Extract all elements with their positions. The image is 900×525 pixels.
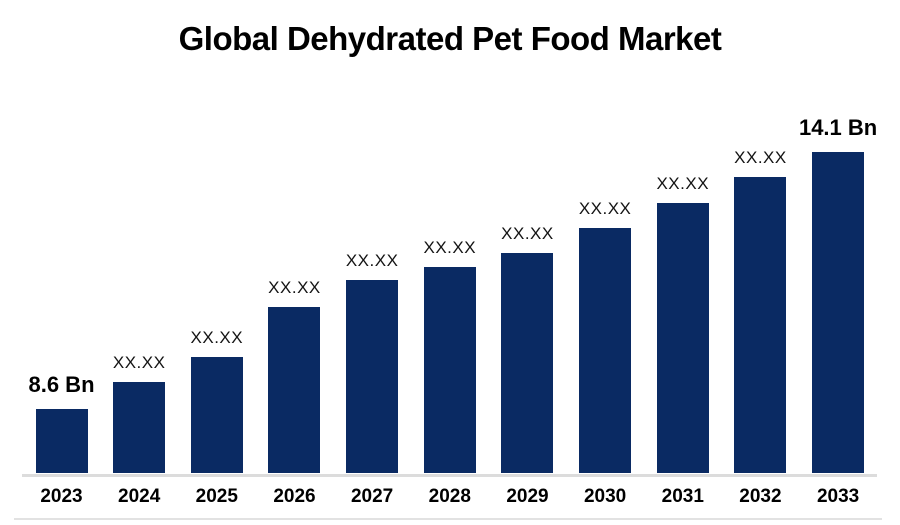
bar-value-label-2026: XX.XX — [268, 278, 321, 297]
bar-2025 — [190, 357, 243, 473]
bar-2028 — [423, 267, 476, 473]
x-tick-label-2026: 2026 — [273, 486, 316, 507]
bar-2030 — [579, 228, 632, 473]
bar-value-label-2030: XX.XX — [578, 199, 632, 218]
x-tick-label-2023: 2023 — [40, 486, 83, 507]
bar-2033 — [812, 152, 865, 473]
x-tick-label-2027: 2027 — [350, 486, 394, 507]
bar-value-label-2023: 8.6 Bn — [28, 372, 95, 397]
bar-value-label-2033: 14.1 Bn — [798, 115, 878, 140]
x-tick-label-2024: 2024 — [118, 486, 161, 507]
x-tick-label-2032: 2032 — [739, 486, 782, 507]
bar-value-label-2032: XX.XX — [734, 148, 787, 167]
x-tick-label-2031: 2031 — [661, 486, 704, 507]
x-tick-label-2029: 2029 — [506, 486, 549, 507]
bar-2029 — [501, 253, 554, 473]
bar-value-label-2031: XX.XX — [656, 174, 710, 193]
bar-2024 — [113, 382, 166, 473]
bar-value-label-2025: XX.XX — [190, 328, 244, 347]
bar-2023 — [35, 409, 88, 473]
chart-title: Global Dehydrated Pet Food Market — [178, 20, 722, 57]
bar-value-label-2029: XX.XX — [501, 224, 554, 243]
bar-value-label-2028: XX.XX — [423, 238, 477, 257]
x-axis-line — [22, 474, 877, 477]
x-tick-label-2033: 2033 — [816, 486, 860, 507]
bar-2031 — [656, 203, 709, 473]
bottom-divider-line — [14, 518, 882, 520]
x-tick-label-2025: 2025 — [195, 486, 238, 507]
bar-value-label-2027: XX.XX — [345, 251, 399, 270]
bar-2026 — [268, 307, 321, 473]
bar-2032 — [734, 177, 787, 473]
bar-2027 — [346, 280, 399, 473]
x-tick-label-2030: 2030 — [583, 486, 627, 507]
bar-value-label-2024: XX.XX — [112, 353, 166, 372]
x-tick-label-2028: 2028 — [428, 486, 471, 507]
